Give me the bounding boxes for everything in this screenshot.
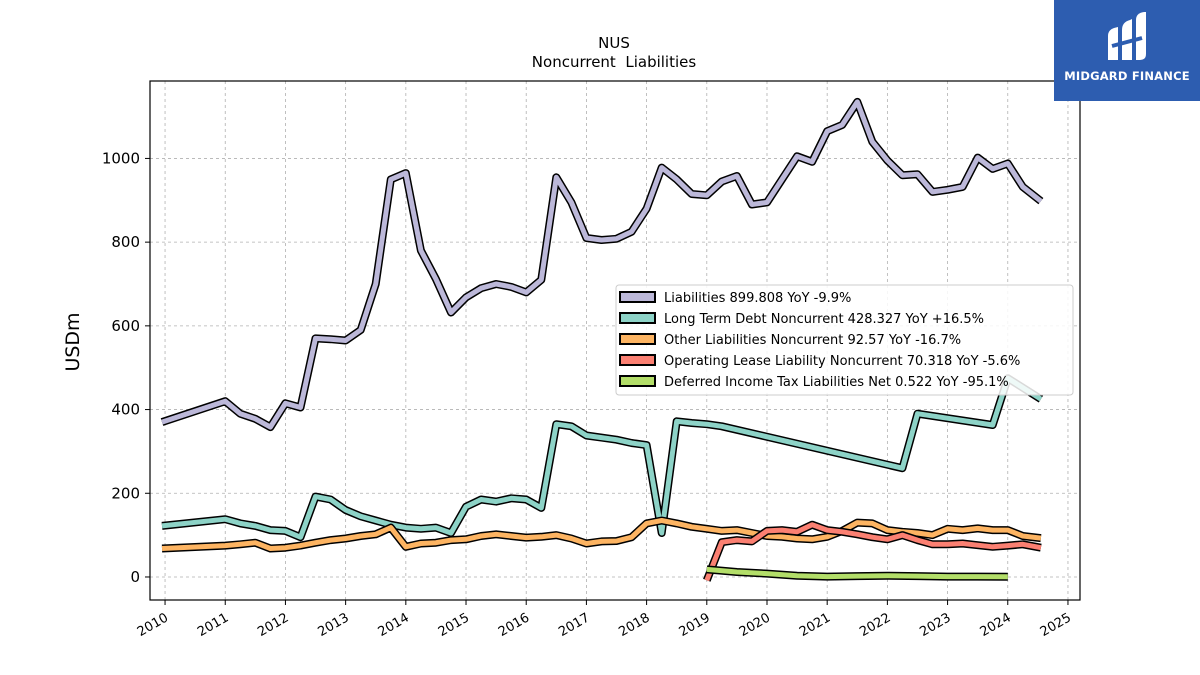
series-0 [160, 97, 1044, 432]
x-tick-label: 2016 [496, 610, 532, 640]
legend-swatch [619, 312, 656, 324]
x-tick-label: 2024 [978, 610, 1014, 640]
y-tick-label: 800 [111, 233, 140, 251]
y-tick-label: 0 [130, 568, 140, 586]
legend-item: Long Term Debt Noncurrent 428.327 YoY +1… [619, 312, 984, 327]
x-tick-label: 2015 [436, 610, 472, 640]
legend-label: Liabilities 899.808 YoY -9.9% [664, 291, 851, 306]
x-tick-label: 2011 [195, 610, 231, 640]
x-tick-label: 2010 [135, 610, 171, 640]
legend-item: Deferred Income Tax Liabilities Net 0.52… [619, 375, 1009, 390]
series-line [161, 518, 1042, 551]
y-tick-label: 1000 [102, 149, 140, 167]
legend-item: Other Liabilities Noncurrent 92.57 YoY -… [619, 333, 961, 348]
series-line [704, 522, 1042, 582]
legend-label: Deferred Income Tax Liabilities Net 0.52… [664, 375, 1009, 390]
legend-box [615, 284, 1074, 396]
x-tick-label: 2020 [737, 610, 773, 640]
x-tick-label: 2014 [376, 610, 412, 640]
x-tick-label: 2023 [917, 610, 953, 640]
x-ticks: 2010 2011 2012 2013 2014 2015 2016 2017 2018 2019… [135, 600, 1074, 640]
series-line [161, 375, 1043, 540]
legend-swatch [619, 375, 656, 387]
brand-logo: MIDGARD FINANCE [1054, 0, 1200, 101]
x-tick-label: 2018 [616, 610, 652, 640]
x-tick-label: 2012 [255, 610, 291, 640]
y-tick-label: 200 [111, 484, 140, 502]
chart-subtitle: Noncurrent Liabilities [532, 53, 697, 71]
series-1 [161, 374, 1044, 542]
legend-label: Long Term Debt Noncurrent 428.327 YoY +1… [664, 312, 984, 327]
x-tick-label: 2019 [677, 610, 713, 640]
series-2 [161, 516, 1042, 553]
legend-label: Other Liabilities Noncurrent 92.57 YoY -… [664, 333, 961, 348]
plot-frame [149, 80, 1081, 601]
series-layer [160, 97, 1044, 582]
series-3 [703, 520, 1042, 582]
x-tick-label: 2013 [315, 610, 351, 640]
y-axis-label: USDm [62, 312, 84, 371]
brand-logo-icon [1108, 12, 1146, 60]
y-tick-label: 600 [111, 317, 140, 335]
legend: Liabilities 899.808 YoY -9.9% Long Term D… [615, 284, 1074, 396]
legend-swatch [619, 291, 656, 303]
series-line [161, 99, 1043, 430]
legend-swatch [619, 354, 656, 366]
brand-name: MIDGARD FINANCE [1064, 69, 1190, 83]
x-tick-label: 2022 [857, 610, 893, 640]
legend-item: Operating Lease Liability Noncurrent 70.… [619, 354, 1020, 369]
series-4 [706, 565, 1008, 581]
y-ticks: 0 200 400 600 800 1000 [102, 149, 150, 586]
x-tick-label: 2021 [797, 610, 833, 640]
chart-title: NUS [598, 34, 630, 52]
legend-item: Liabilities 899.808 YoY -9.9% [619, 291, 851, 306]
series-line [706, 566, 1008, 580]
legend-swatch [619, 333, 656, 345]
x-tick-label: 2017 [556, 610, 592, 640]
x-tick-label: 2025 [1038, 610, 1074, 640]
y-tick-label: 400 [111, 401, 140, 419]
legend-label: Operating Lease Liability Noncurrent 70.… [664, 354, 1020, 369]
